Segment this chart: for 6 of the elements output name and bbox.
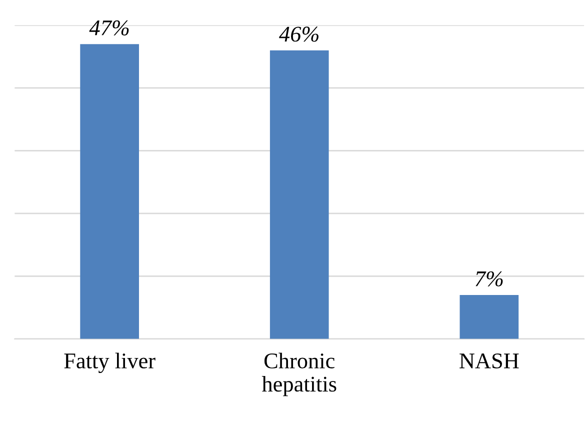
x-tick-label: Fatty liver [64,352,156,374]
data-label: 46% [279,26,318,42]
data-label: 7% [476,271,503,286]
data-label: 47% [89,20,129,36]
x-tick-label: Chronic hepatitis [262,352,336,396]
x-tick-label: NASH [460,354,519,368]
